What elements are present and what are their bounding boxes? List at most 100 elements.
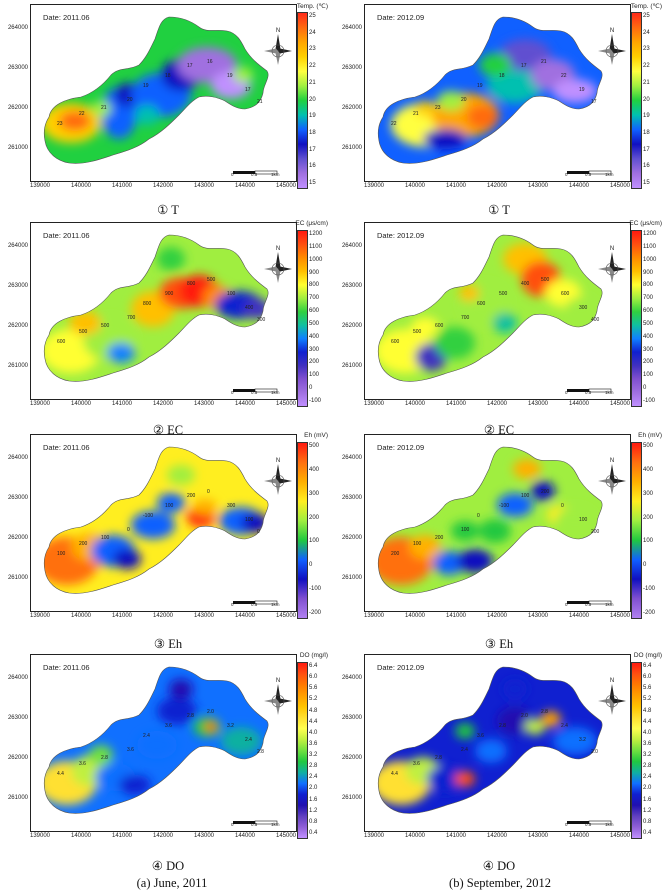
x-tick-label: 139000	[29, 401, 51, 407]
legend-label: 21	[309, 79, 316, 86]
map-zone	[499, 39, 551, 71]
scale-bar: 0 0.5 1km	[565, 163, 619, 177]
map-zone	[457, 549, 493, 573]
x-tick-label: 140000	[404, 613, 426, 619]
legend-label: 4.8	[309, 707, 318, 714]
map-zone	[451, 521, 479, 541]
caption-t-2011: ① T	[157, 203, 179, 217]
contour-label: 22	[561, 73, 567, 79]
map-zone	[221, 727, 261, 755]
panel-eh-2012: 200 100 200 100 0 -100 100 200 0 100 200 Date: 2012…	[334, 432, 662, 637]
panel-do-2012: 4.4 3.6 2.8 2.4 3.6 2.8 2.0 2.8 2.4 3.2 2.0 Date: 2…	[334, 652, 662, 857]
scale-label: 1km	[271, 602, 280, 607]
caption-eh-2012: ③ Eh	[484, 637, 514, 651]
contour-map: 23 22 21 20 19 18 17 16 19 17 21	[43, 16, 269, 164]
contour-label: 0	[477, 513, 480, 519]
map-zone	[497, 707, 533, 735]
contour-label: 200	[187, 493, 196, 499]
map-frame: 600 500 600 700 600 500 400 500 600 300 400 Date: 2…	[364, 222, 631, 400]
scale-label: 0.5	[585, 390, 592, 395]
legend-label: 300	[309, 346, 320, 353]
map-zone	[69, 311, 101, 335]
legend-label: -100	[309, 586, 322, 593]
y-tick-label: 261000	[341, 145, 362, 151]
north-arrow-icon: N	[264, 678, 292, 715]
scale-label: 0.5	[585, 172, 592, 177]
scale-label: 1km	[605, 822, 614, 827]
legend-label: 5.2	[643, 696, 652, 703]
legend-label: 1.2	[309, 807, 318, 814]
map-zone	[553, 727, 597, 755]
contour-label: 22	[79, 111, 85, 117]
panel-do-2011: 4.4 3.6 2.8 3.6 2.4 3.6 2.8 2.0 3.2 2.4 2.8 Date: 2…	[0, 652, 328, 857]
legend-label: 1.2	[643, 807, 652, 814]
north-label: N	[276, 458, 280, 464]
contour-label: -100	[499, 503, 509, 509]
x-tick-label: 145000	[275, 183, 297, 189]
legend-label: 2.0	[643, 785, 652, 792]
scale-label: 0	[565, 822, 568, 827]
map-zone	[437, 91, 465, 111]
y-tick-label: 262000	[7, 105, 28, 111]
legend-label: 21	[643, 79, 650, 86]
panel-t-2011: 23 22 21 20 19 18 17 16 19 17 21 Date: 2011.06 N 0 0.5…	[0, 2, 328, 207]
contour-label: 3.6	[127, 747, 134, 753]
x-tick-label: 143000	[193, 833, 215, 839]
caption-do-2012: ④ DO	[482, 859, 516, 873]
contour-label: 0	[561, 503, 564, 509]
map-zone	[107, 343, 135, 363]
color-bar	[297, 12, 308, 189]
legend-label: 300	[643, 490, 654, 497]
contour-label: 2.8	[541, 709, 548, 715]
legend-label: 17	[643, 146, 650, 153]
y-tick-label: 262000	[7, 755, 28, 761]
legend-label: 1000	[309, 256, 323, 263]
x-tick-label: 142000	[486, 183, 508, 189]
map-zone	[479, 519, 511, 543]
x-tick-label: 143000	[193, 401, 215, 407]
legend-label: 1000	[643, 256, 657, 263]
map-zone	[435, 327, 475, 359]
legend-label: 200	[309, 359, 320, 366]
contour-label: 19	[477, 83, 483, 89]
legend-title: DO (mg/l)	[299, 652, 328, 659]
legend-label: 400	[309, 333, 320, 340]
contour-label: 16	[207, 59, 213, 65]
legend-label: 5.6	[309, 685, 318, 692]
date-label: Date: 2011.06	[43, 663, 90, 672]
x-tick-label: 144000	[234, 833, 256, 839]
map-frame: 22 21 23 20 19 18 17 21 22 19 17 Date: 2012.09 N 0 0.5…	[364, 4, 631, 182]
date-label: Date: 2011.06	[43, 231, 90, 240]
map-frame: 4.4 3.6 2.8 2.4 3.6 2.8 2.0 2.8 2.4 3.2 2.0 Date: 2…	[364, 654, 631, 832]
scale-bar: 0 0.5 1km	[231, 593, 285, 607]
date-label: Date: 2012.09	[377, 231, 425, 240]
legend-label: 0.4	[309, 830, 318, 836]
legend-label: 3.6	[309, 740, 318, 747]
y-tick-label: 263000	[7, 65, 28, 71]
contour-label: 500	[79, 329, 88, 335]
x-tick-label: 144000	[568, 401, 590, 407]
y-tick-label: 261000	[7, 795, 28, 801]
legend-label: 19	[643, 113, 650, 120]
map-zone	[409, 535, 441, 559]
legend-title: DO (mg/l)	[633, 652, 662, 659]
contour-label: 800	[143, 301, 152, 307]
map-zone	[91, 101, 111, 117]
contour-label: 600	[57, 339, 66, 345]
y-tick-label: 263000	[341, 715, 362, 721]
x-tick-label: 145000	[609, 401, 631, 407]
contour-label: 100	[165, 503, 174, 509]
legend-label: 600	[309, 308, 320, 315]
contour-label: 400	[245, 305, 254, 311]
scale-label: 1km	[605, 602, 614, 607]
contour-label: 3.6	[477, 733, 484, 739]
legend-label: 700	[643, 295, 654, 302]
legend-label: 2.8	[643, 763, 652, 770]
x-tick-label: 140000	[70, 401, 92, 407]
map-frame: 100 200 100 0 -100 100 200 0 300 100 0 Date: 2011.0…	[30, 434, 297, 612]
study-area-boundary	[377, 666, 603, 814]
contour-label: 17	[245, 87, 251, 93]
contour-label: 17	[591, 99, 597, 105]
